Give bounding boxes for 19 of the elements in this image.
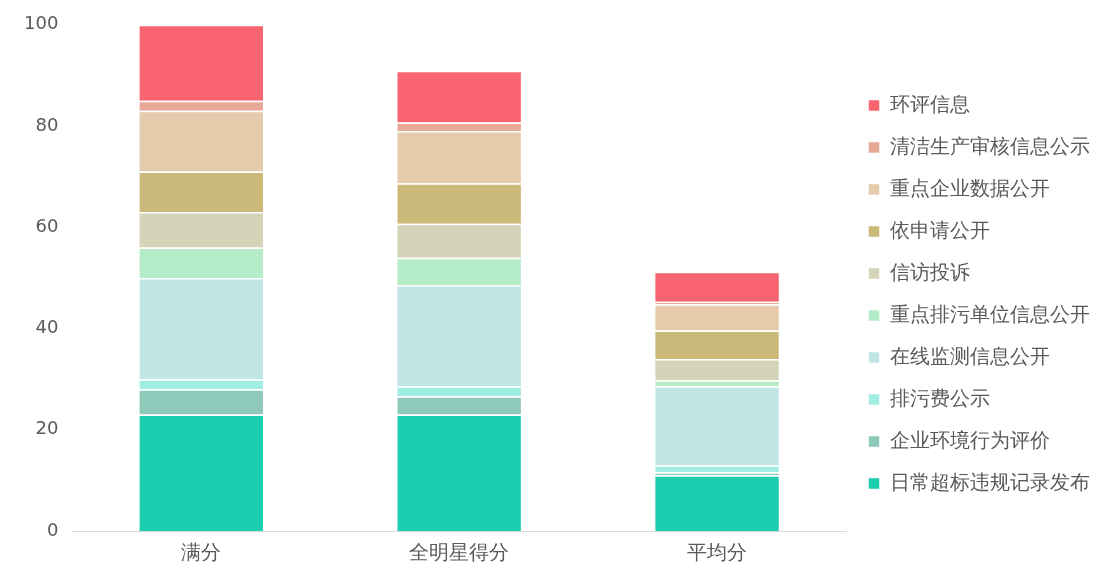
legend-label: 信访投诉 — [890, 259, 970, 284]
x-tick-label: 全明星得分 — [409, 540, 510, 565]
y-tick-label: 100 — [24, 12, 59, 34]
x-tick-label: 满分 — [181, 540, 222, 565]
legend-label: 重点企业数据公开 — [890, 175, 1050, 200]
y-tick-label: 80 — [35, 113, 59, 135]
y-tick-label: 60 — [35, 214, 59, 236]
legend-label: 企业环境行为评价 — [890, 427, 1050, 452]
legend-label: 日常超标违规记录发布 — [890, 469, 1090, 494]
legend-label: 重点排污单位信息公开 — [890, 301, 1090, 326]
legend-label: 依申请公开 — [890, 217, 990, 242]
legend-label: 清洁生产审核信息公示 — [890, 133, 1090, 158]
legend-label: 环评信息 — [890, 91, 970, 116]
legend-label: 在线监测信息公开 — [890, 343, 1050, 368]
legend-label: 排污费公示 — [890, 385, 990, 410]
y-tick-label: 40 — [35, 316, 59, 338]
y-tick-label: 20 — [35, 417, 59, 439]
y-tick-label: 0 — [46, 518, 59, 540]
x-tick-label: 平均分 — [687, 540, 748, 565]
